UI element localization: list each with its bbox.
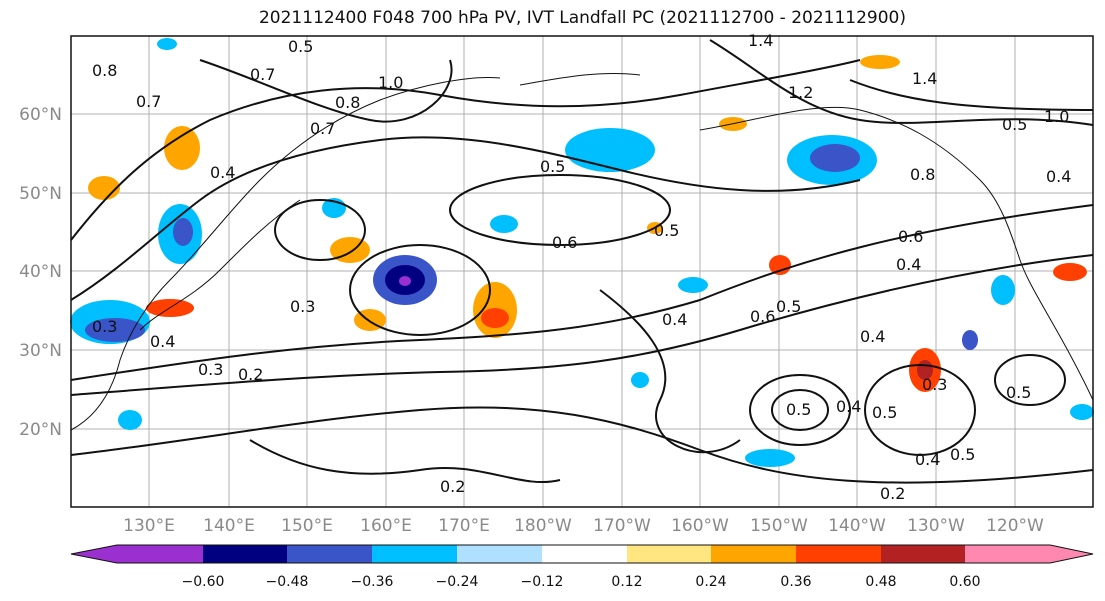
contour-label: 0.6 — [750, 307, 775, 326]
contour-label: 1.4 — [912, 69, 937, 88]
colorbar-segment — [372, 545, 457, 563]
contour-label: 0.3 — [290, 297, 315, 316]
lon-label: 170°W — [593, 516, 651, 536]
contour-label: 0.4 — [915, 450, 940, 469]
lat-label: 40°N — [19, 262, 62, 282]
contour-label: 0.8 — [910, 165, 935, 184]
lon-label: 130°E — [123, 516, 175, 536]
contour-label: 0.5 — [950, 445, 975, 464]
colorbar: −0.60 −0.48 −0.36 −0.24 −0.12 0.12 0.24 … — [70, 544, 1094, 590]
lon-label: 150°W — [750, 516, 808, 536]
colorbar-segment — [711, 545, 796, 563]
contour-label: 0.2 — [880, 484, 905, 503]
contour-label: 0.5 — [776, 297, 801, 316]
colorbar-extend-low — [71, 545, 117, 563]
colorbar-tick: −0.12 — [521, 574, 564, 590]
contour-label: 1.0 — [1044, 107, 1069, 126]
map-frame — [70, 35, 1094, 508]
lon-label: 140°W — [828, 516, 886, 536]
lat-labels: 60°N 50°N 40°N 30°N 20°N — [19, 105, 62, 440]
contour-label: 0.5 — [540, 157, 565, 176]
lon-labels: 130°E 140°E 150°E 160°E 170°E 180°W 170°… — [123, 516, 1044, 536]
contour-labels: 0.8 0.7 0.4 0.5 0.7 0.8 1.0 0.7 1.4 1.4 … — [92, 31, 1071, 503]
contour-label: 0.6 — [552, 233, 577, 252]
contour-label: 1.4 — [748, 31, 773, 50]
colorbar-tick: 0.12 — [611, 574, 642, 590]
colorbar-segment — [287, 545, 372, 563]
contour-label: 0.5 — [288, 37, 313, 56]
contour-label: 0.4 — [662, 310, 687, 329]
lon-label: 150°E — [281, 516, 333, 536]
colorbar-segment — [117, 545, 203, 563]
contour-label: 0.4 — [210, 163, 235, 182]
colorbar-segment — [542, 545, 627, 563]
lon-label: 170°E — [438, 516, 490, 536]
colorbar-tick: −0.48 — [266, 574, 309, 590]
lat-label: 20°N — [19, 420, 62, 440]
contour-label: 0.2 — [238, 365, 263, 384]
contour-label: 0.6 — [898, 227, 923, 246]
lon-label: 120°W — [986, 516, 1044, 536]
colorbar-segment — [881, 545, 965, 563]
map-title: 2021112400 F048 700 hPa PV, IVT Landfall… — [258, 8, 906, 28]
colorbar-tick: 0.36 — [780, 574, 811, 590]
coastlines — [70, 72, 1094, 431]
contour-label: 0.7 — [250, 65, 275, 84]
colorbar-tick: 0.48 — [865, 574, 896, 590]
colorbar-tick: 0.24 — [695, 574, 726, 590]
lat-label: 50°N — [19, 184, 62, 204]
lon-label: 130°W — [907, 516, 965, 536]
contour-label: 0.3 — [92, 317, 117, 336]
lon-label: 180°W — [514, 516, 572, 536]
colorbar-extend-high — [1050, 545, 1093, 563]
lon-label: 140°E — [203, 516, 255, 536]
lat-label: 30°N — [19, 341, 62, 361]
pv-shading — [70, 38, 1094, 467]
pv-contours — [70, 39, 1094, 484]
contour-label: 0.3 — [922, 375, 947, 394]
lat-label: 60°N — [19, 105, 62, 125]
contour-label: 0.5 — [786, 400, 811, 419]
contour-label: 0.5 — [872, 403, 897, 422]
colorbar-tick: −0.24 — [436, 574, 479, 590]
colorbar-segment — [457, 545, 542, 563]
contour-label: 0.4 — [860, 327, 885, 346]
contour-label: 0.2 — [440, 477, 465, 496]
contour-label: 0.4 — [1046, 167, 1071, 186]
contour-label: 0.5 — [654, 221, 679, 240]
contour-label: 0.8 — [92, 61, 117, 80]
colorbar-tick: 0.60 — [949, 574, 980, 590]
colorbar-tick: −0.36 — [351, 574, 394, 590]
colorbar-outline — [70, 544, 1094, 564]
colorbar-segment — [627, 545, 711, 563]
graticule — [71, 36, 1093, 507]
contour-label: 0.4 — [836, 397, 861, 416]
colorbar-segment — [203, 545, 287, 563]
colorbar-segment — [965, 545, 1050, 563]
contour-label: 0.3 — [198, 360, 223, 379]
lon-label: 160°E — [360, 516, 412, 536]
contour-label: 0.8 — [335, 93, 360, 112]
contour-label: 0.7 — [136, 92, 161, 111]
contour-label: 0.5 — [1002, 115, 1027, 134]
colorbar-tick: −0.60 — [182, 574, 225, 590]
contour-label: 1.0 — [378, 73, 403, 92]
contour-label: 1.2 — [788, 83, 813, 102]
contour-label: 0.5 — [1006, 383, 1031, 402]
contour-label: 0.4 — [896, 255, 921, 274]
contour-label: 0.4 — [150, 332, 175, 351]
lon-label: 160°W — [671, 516, 729, 536]
contour-label: 0.7 — [310, 119, 335, 138]
colorbar-segment — [796, 545, 881, 563]
